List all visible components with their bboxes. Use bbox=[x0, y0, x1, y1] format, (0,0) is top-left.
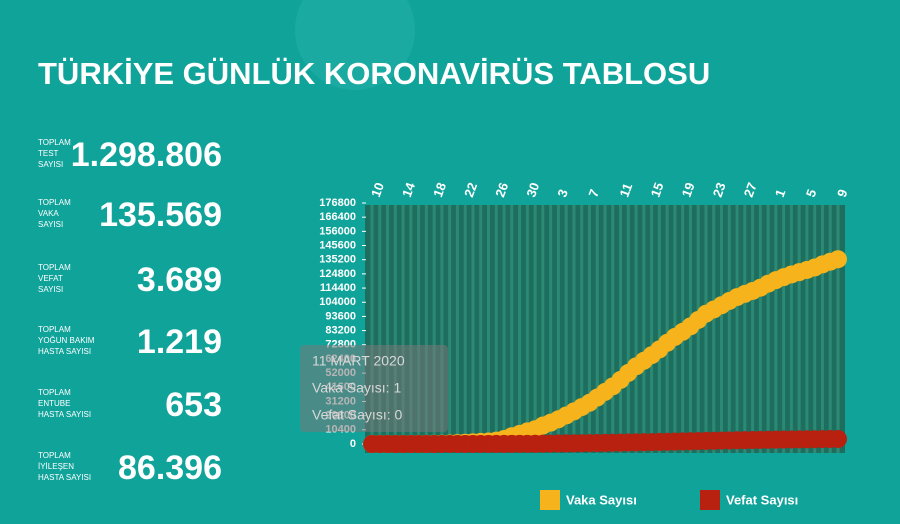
y-tick-label: 156000 bbox=[319, 225, 356, 237]
tooltip-text: Vefat Sayısı: 0 bbox=[312, 407, 402, 423]
point bbox=[829, 429, 847, 448]
x-tick-label: 15 bbox=[648, 180, 667, 199]
tooltip-text: 11 MART 2020 bbox=[312, 353, 405, 369]
legend-swatch bbox=[700, 490, 720, 510]
title: TÜRKİYE GÜNLÜK KORONAVİRÜS TABLOSU bbox=[38, 56, 710, 91]
y-tick-label: 0 bbox=[350, 438, 356, 450]
stat-label: SAYISI bbox=[38, 285, 63, 294]
stat-value: 1.219 bbox=[137, 323, 222, 361]
stat-label: TOPLAM bbox=[38, 388, 71, 397]
x-tick-label: 11 bbox=[616, 181, 635, 199]
stat-label: VEFAT bbox=[38, 274, 63, 283]
y-tick-label: 83200 bbox=[325, 324, 356, 336]
x-tick-label: 1 bbox=[772, 187, 789, 199]
stat-label: YOĞUN BAKIM bbox=[38, 336, 95, 345]
x-tick-label: 19 bbox=[679, 180, 698, 199]
stat-label: SAYISI bbox=[38, 220, 63, 229]
legend-label: Vaka Sayısı bbox=[566, 492, 637, 507]
stat-label: TOPLAM bbox=[38, 138, 71, 147]
stat-label: TOPLAM bbox=[38, 325, 71, 334]
stat-label: HASTA SAYISI bbox=[38, 347, 91, 356]
y-tick-label: 135200 bbox=[319, 254, 356, 266]
stat-label: TOPLAM bbox=[38, 451, 71, 460]
x-tick-label: 23 bbox=[710, 180, 729, 199]
stat-value: 3.689 bbox=[137, 261, 222, 299]
stat-value: 653 bbox=[165, 386, 222, 424]
x-tick-label: 5 bbox=[803, 187, 820, 199]
stat-label: HASTA SAYISI bbox=[38, 473, 91, 482]
x-tick-label: 26 bbox=[492, 180, 511, 199]
tooltip-box bbox=[300, 345, 448, 432]
stat-label: İYİLEŞEN bbox=[38, 462, 74, 471]
stat-label: ENTUBE bbox=[38, 399, 70, 408]
y-tick-label: 176800 bbox=[319, 197, 356, 209]
y-tick-label: 93600 bbox=[325, 310, 356, 322]
point bbox=[829, 250, 847, 269]
y-tick-label: 145600 bbox=[319, 239, 356, 251]
x-tick-label: 7 bbox=[585, 187, 602, 199]
virus-decoration bbox=[295, 0, 415, 90]
stat-label: VAKA bbox=[38, 209, 59, 218]
x-tick-label: 14 bbox=[399, 180, 418, 199]
stat-value: 86.396 bbox=[118, 449, 222, 487]
stat-label: TOPLAM bbox=[38, 263, 71, 272]
x-tick-label: 3 bbox=[554, 187, 571, 199]
x-tick-label: 30 bbox=[523, 180, 542, 199]
x-tick-label: 22 bbox=[461, 180, 480, 199]
legend-label: Vefat Sayısı bbox=[726, 492, 798, 507]
y-tick-label: 114400 bbox=[320, 282, 356, 294]
x-tick-label: 10 bbox=[368, 180, 387, 199]
x-tick-label: 9 bbox=[834, 187, 851, 199]
stat-value: 135.569 bbox=[99, 196, 222, 234]
y-tick-label: 166400 bbox=[319, 211, 356, 223]
y-tick-label: 124800 bbox=[319, 268, 356, 280]
x-tick-label: 27 bbox=[741, 180, 760, 199]
y-tick-label: 104000 bbox=[319, 296, 356, 308]
stat-label: TOPLAM bbox=[38, 198, 71, 207]
x-tick-label: 18 bbox=[430, 180, 449, 199]
stat-label: HASTA SAYISI bbox=[38, 410, 91, 419]
legend-swatch bbox=[540, 490, 560, 510]
tooltip-text: Vaka Sayısı: 1 bbox=[312, 380, 401, 396]
stat-value: 1.298.806 bbox=[71, 136, 222, 174]
stat-label: TEST bbox=[38, 149, 59, 158]
stat-label: SAYISI bbox=[38, 160, 63, 169]
